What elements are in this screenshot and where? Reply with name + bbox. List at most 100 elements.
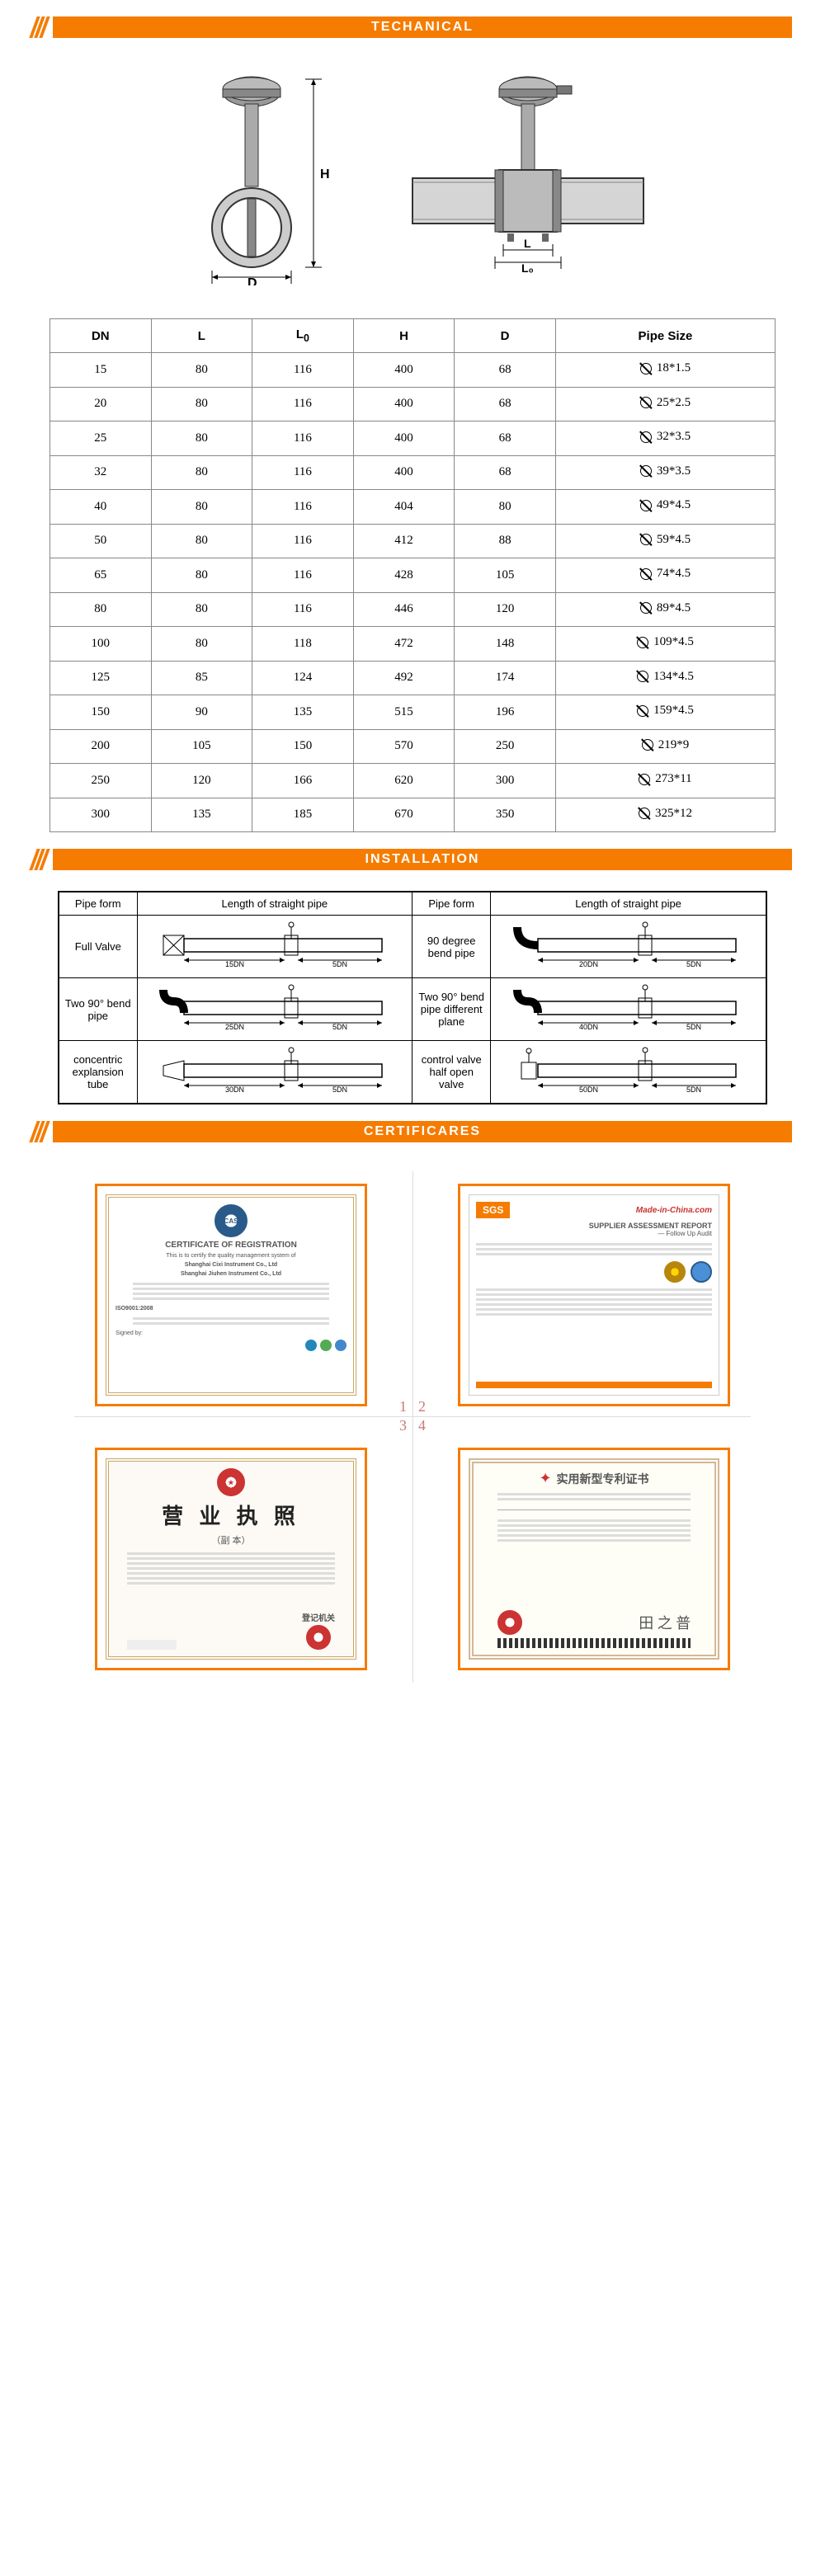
cas-title: CERTIFICATE OF REGISTRATION bbox=[165, 1241, 297, 1250]
table-cell: 80 bbox=[151, 421, 252, 456]
svg-text:50DN: 50DN bbox=[579, 1085, 598, 1094]
section-header-installation: INSTALLATION bbox=[33, 849, 792, 870]
table-row: 50801164128859*4.5 bbox=[50, 524, 776, 558]
table-cell: 74*4.5 bbox=[555, 558, 775, 593]
install-label: 90 degree bend pipe bbox=[412, 916, 491, 978]
emblem-icon: ★ bbox=[217, 1468, 245, 1496]
install-header: Length of straight pipe bbox=[137, 892, 412, 916]
slash-decoration bbox=[33, 1121, 46, 1142]
table-cell: 32 bbox=[50, 455, 152, 490]
table-cell: 219*9 bbox=[555, 729, 775, 764]
cas-company2: Shanghai Jiuhen Instrument Co., Ltd bbox=[181, 1271, 281, 1277]
cas-subtitle: This is to certify the quality managemen… bbox=[166, 1253, 295, 1259]
table-cell: 300 bbox=[455, 764, 556, 798]
spec-header: DN bbox=[50, 319, 152, 353]
dim-label-l: L bbox=[524, 237, 531, 250]
svg-text:5DN: 5DN bbox=[332, 960, 347, 968]
spec-header: L0 bbox=[252, 319, 354, 353]
table-cell: 68 bbox=[455, 353, 556, 388]
table-row: 15090135515196159*4.5 bbox=[50, 695, 776, 730]
certificate-grid: 1 2 3 4 CAS CERTIFICATE OF REGISTRATION … bbox=[50, 1163, 776, 1691]
svg-text:5DN: 5DN bbox=[332, 1085, 347, 1094]
table-cell: 105 bbox=[455, 558, 556, 593]
table-cell: 18*1.5 bbox=[555, 353, 775, 388]
table-cell: 400 bbox=[353, 455, 455, 490]
table-cell: 125 bbox=[50, 661, 152, 695]
table-cell: 68 bbox=[455, 387, 556, 421]
table-cell: 80 bbox=[151, 455, 252, 490]
section-header-certificates: CERTIFICARES bbox=[33, 1121, 792, 1142]
dim-label-l0: L₀ bbox=[521, 261, 534, 275]
header-title-installation: INSTALLATION bbox=[53, 849, 792, 870]
table-cell: 116 bbox=[252, 592, 354, 627]
install-header: Length of straight pipe bbox=[491, 892, 766, 916]
table-cell: 620 bbox=[353, 764, 455, 798]
svg-text:5DN: 5DN bbox=[686, 1085, 701, 1094]
install-label: concentric explansion tube bbox=[59, 1041, 137, 1104]
table-cell: 15 bbox=[50, 353, 152, 388]
header-title-technical: TECHANICAL bbox=[53, 16, 792, 38]
table-cell: 80 bbox=[151, 490, 252, 525]
table-cell: 116 bbox=[252, 455, 354, 490]
sgs-site: Made-in-China.com bbox=[636, 1206, 712, 1215]
table-row: 10080118472148109*4.5 bbox=[50, 627, 776, 662]
table-row: 25801164006832*3.5 bbox=[50, 421, 776, 456]
table-cell: 670 bbox=[353, 798, 455, 832]
table-cell: 116 bbox=[252, 558, 354, 593]
table-cell: 39*3.5 bbox=[555, 455, 775, 490]
table-cell: 404 bbox=[353, 490, 455, 525]
table-cell: 80 bbox=[151, 592, 252, 627]
table-cell: 120 bbox=[455, 592, 556, 627]
table-cell: 134*4.5 bbox=[555, 661, 775, 695]
table-row: 12585124492174134*4.5 bbox=[50, 661, 776, 695]
table-cell: 116 bbox=[252, 490, 354, 525]
stamp-icon bbox=[306, 1625, 331, 1650]
svg-text:20DN: 20DN bbox=[579, 960, 598, 968]
table-cell: 196 bbox=[455, 695, 556, 730]
sgs-subtitle: — Follow Up Audit bbox=[476, 1230, 712, 1237]
table-row: 808011644612089*4.5 bbox=[50, 592, 776, 627]
table-cell: 325*12 bbox=[555, 798, 775, 832]
table-cell: 400 bbox=[353, 421, 455, 456]
install-diagram: 30DN5DN bbox=[137, 1041, 412, 1104]
table-cell: 88 bbox=[455, 524, 556, 558]
technical-diagrams: H D L L₀ bbox=[0, 71, 825, 285]
install-diagram: 50DN 5DN bbox=[491, 1041, 766, 1104]
table-cell: 100 bbox=[50, 627, 152, 662]
table-cell: 105 bbox=[151, 729, 252, 764]
table-cell: 400 bbox=[353, 353, 455, 388]
table-cell: 49*4.5 bbox=[555, 490, 775, 525]
dim-label-h: H bbox=[320, 167, 330, 181]
table-cell: 80 bbox=[151, 387, 252, 421]
table-cell: 68 bbox=[455, 455, 556, 490]
table-cell: 135 bbox=[252, 695, 354, 730]
table-cell: 116 bbox=[252, 524, 354, 558]
cas-company1: Shanghai Cixi Instrument Co., Ltd bbox=[185, 1262, 277, 1268]
table-cell: 59*4.5 bbox=[555, 524, 775, 558]
table-cell: 300 bbox=[50, 798, 152, 832]
table-cell: 492 bbox=[353, 661, 455, 695]
spec-header: D bbox=[455, 319, 556, 353]
diagram-side: L L₀ bbox=[404, 71, 652, 285]
table-cell: 118 bbox=[252, 627, 354, 662]
badge-icon bbox=[691, 1261, 712, 1283]
install-row: Full Valve15DN5DN90 degree bend pipe20DN… bbox=[59, 916, 766, 978]
section-header-technical: TECHANICAL bbox=[33, 16, 792, 38]
install-header: Pipe form bbox=[59, 892, 137, 916]
table-cell: 148 bbox=[455, 627, 556, 662]
table-cell: 80 bbox=[455, 490, 556, 525]
table-cell: 65 bbox=[50, 558, 152, 593]
install-label: control valve half open valve bbox=[412, 1041, 491, 1104]
header-title-certificates: CERTIFICARES bbox=[53, 1121, 792, 1142]
table-row: 20801164006825*2.5 bbox=[50, 387, 776, 421]
table-cell: 472 bbox=[353, 627, 455, 662]
install-diagram: 20DN5DN bbox=[491, 916, 766, 978]
cas-std: ISO9001:2008 bbox=[116, 1306, 153, 1312]
table-cell: 80 bbox=[151, 524, 252, 558]
table-cell: 90 bbox=[151, 695, 252, 730]
install-header: Pipe form bbox=[412, 892, 491, 916]
install-label: Two 90° bend pipe bbox=[59, 978, 137, 1041]
table-cell: 174 bbox=[455, 661, 556, 695]
table-row: 300135185670350325*12 bbox=[50, 798, 776, 832]
table-cell: 185 bbox=[252, 798, 354, 832]
